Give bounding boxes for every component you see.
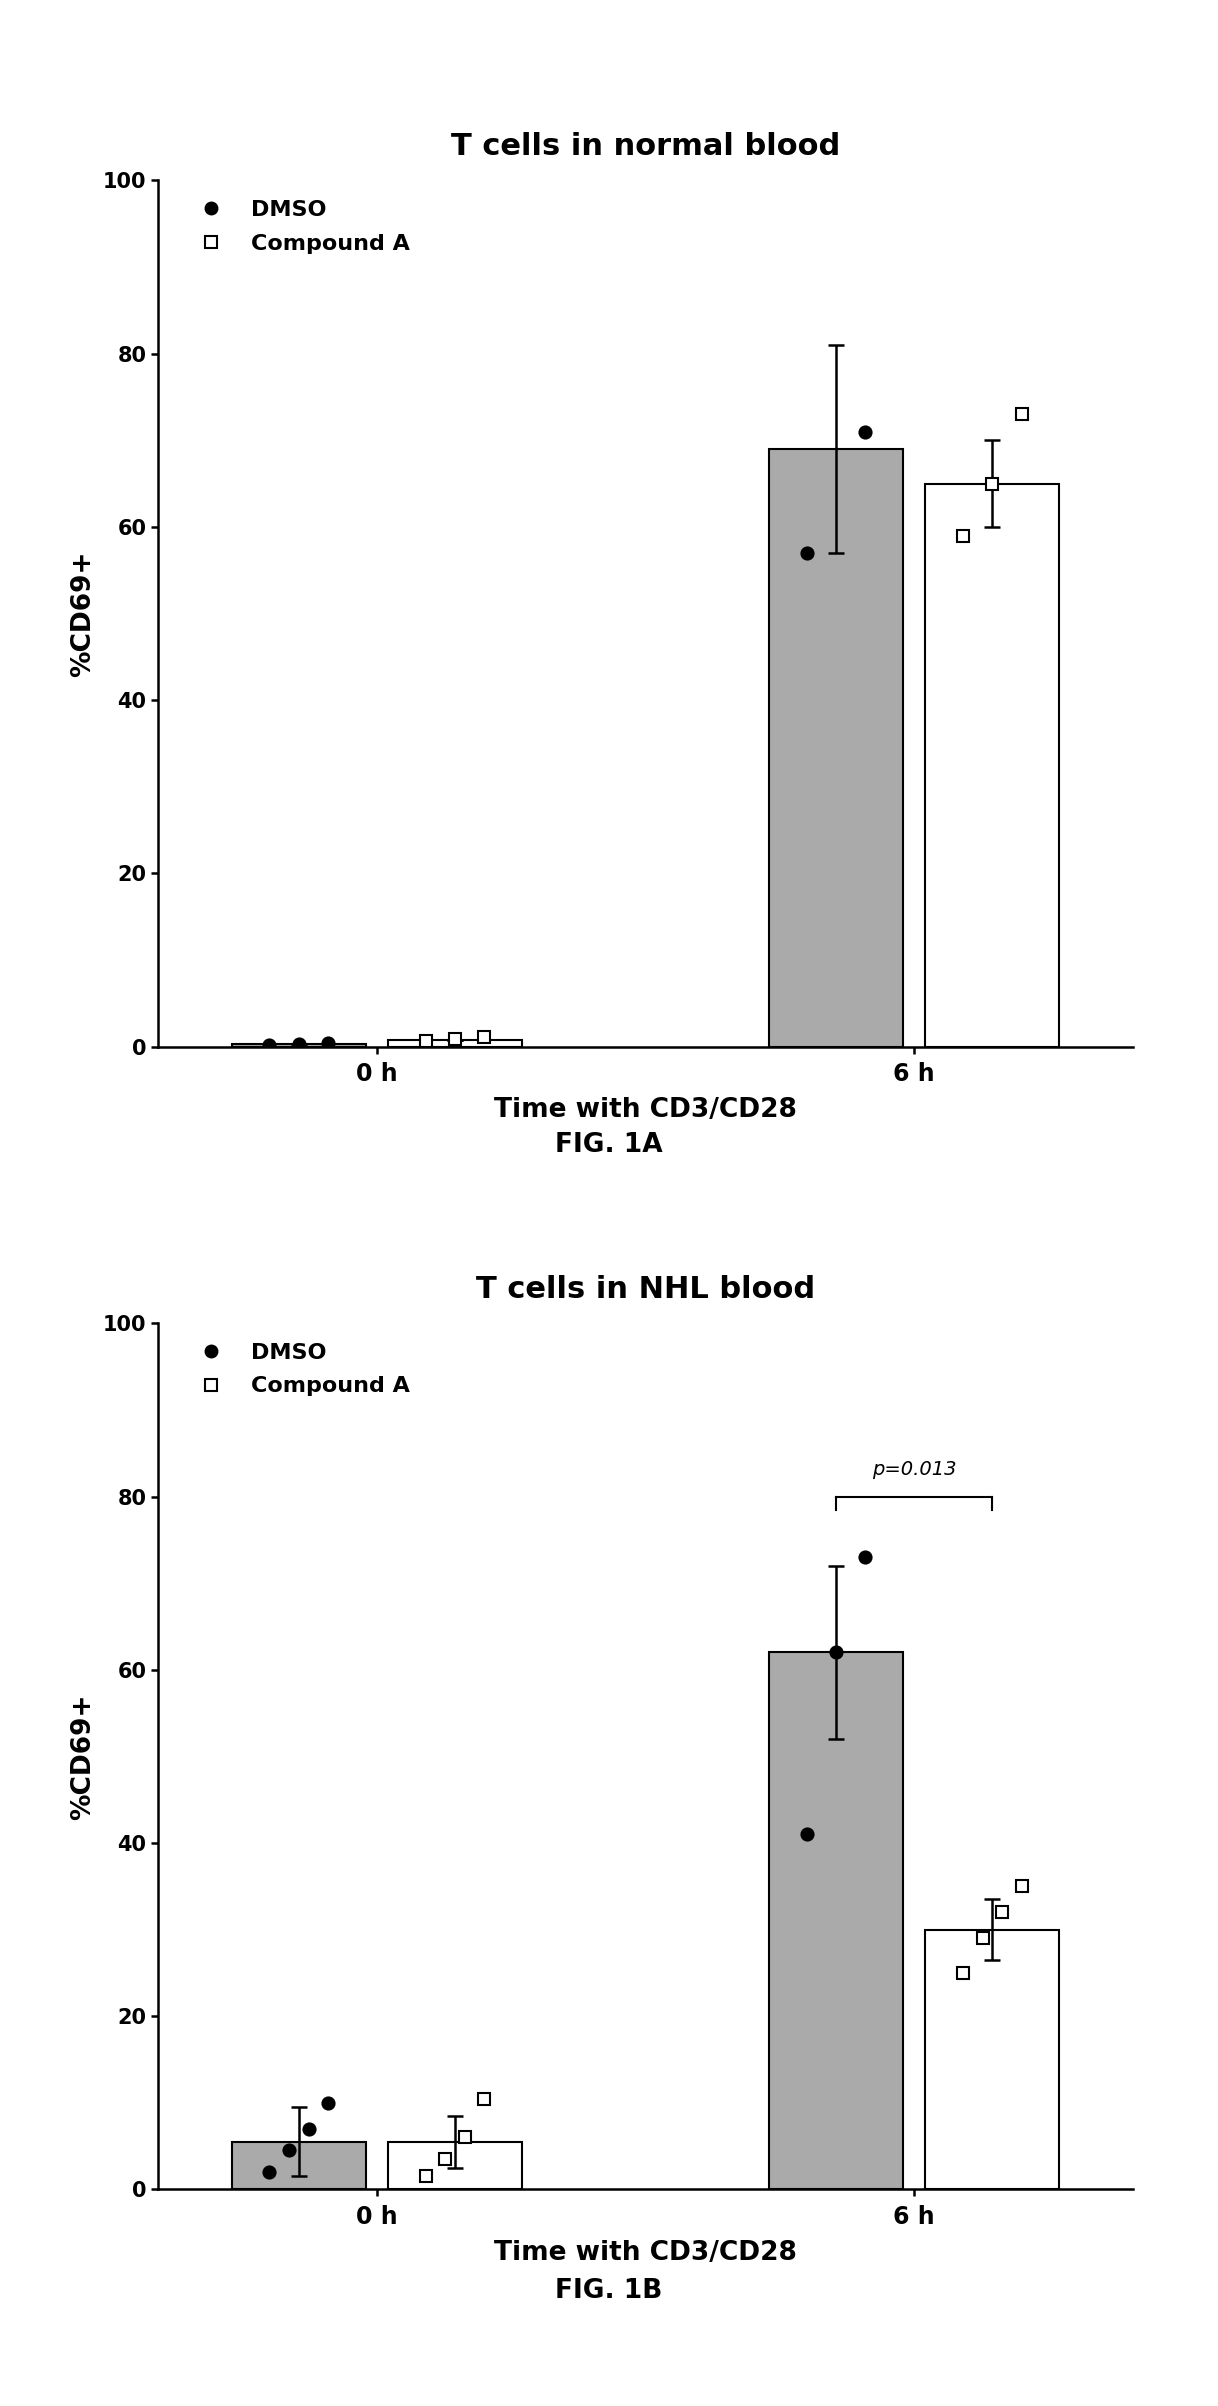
Title: T cells in normal blood: T cells in normal blood	[451, 132, 840, 161]
Text: FIG. 1A: FIG. 1A	[555, 1133, 663, 1157]
Legend: DMSO, Compound A: DMSO, Compound A	[189, 200, 410, 253]
X-axis label: Time with CD3/CD28: Time with CD3/CD28	[495, 1097, 797, 1124]
Text: FIG. 1B: FIG. 1B	[555, 2278, 663, 2303]
Bar	[769, 450, 904, 1047]
Y-axis label: %CD69+: %CD69+	[71, 551, 96, 676]
X-axis label: Time with CD3/CD28: Time with CD3/CD28	[495, 2240, 797, 2266]
Bar	[926, 484, 1060, 1047]
Bar	[387, 2141, 523, 2189]
Bar	[926, 1930, 1060, 2189]
Bar	[769, 1653, 904, 2189]
Bar	[387, 1039, 523, 1047]
Text: p=0.013: p=0.013	[872, 1460, 956, 1480]
Legend: DMSO, Compound A: DMSO, Compound A	[189, 1343, 410, 1395]
Y-axis label: %CD69+: %CD69+	[71, 1694, 96, 1819]
Bar	[231, 2141, 365, 2189]
Title: T cells in NHL blood: T cells in NHL blood	[476, 1275, 815, 1304]
Bar	[231, 1044, 365, 1047]
